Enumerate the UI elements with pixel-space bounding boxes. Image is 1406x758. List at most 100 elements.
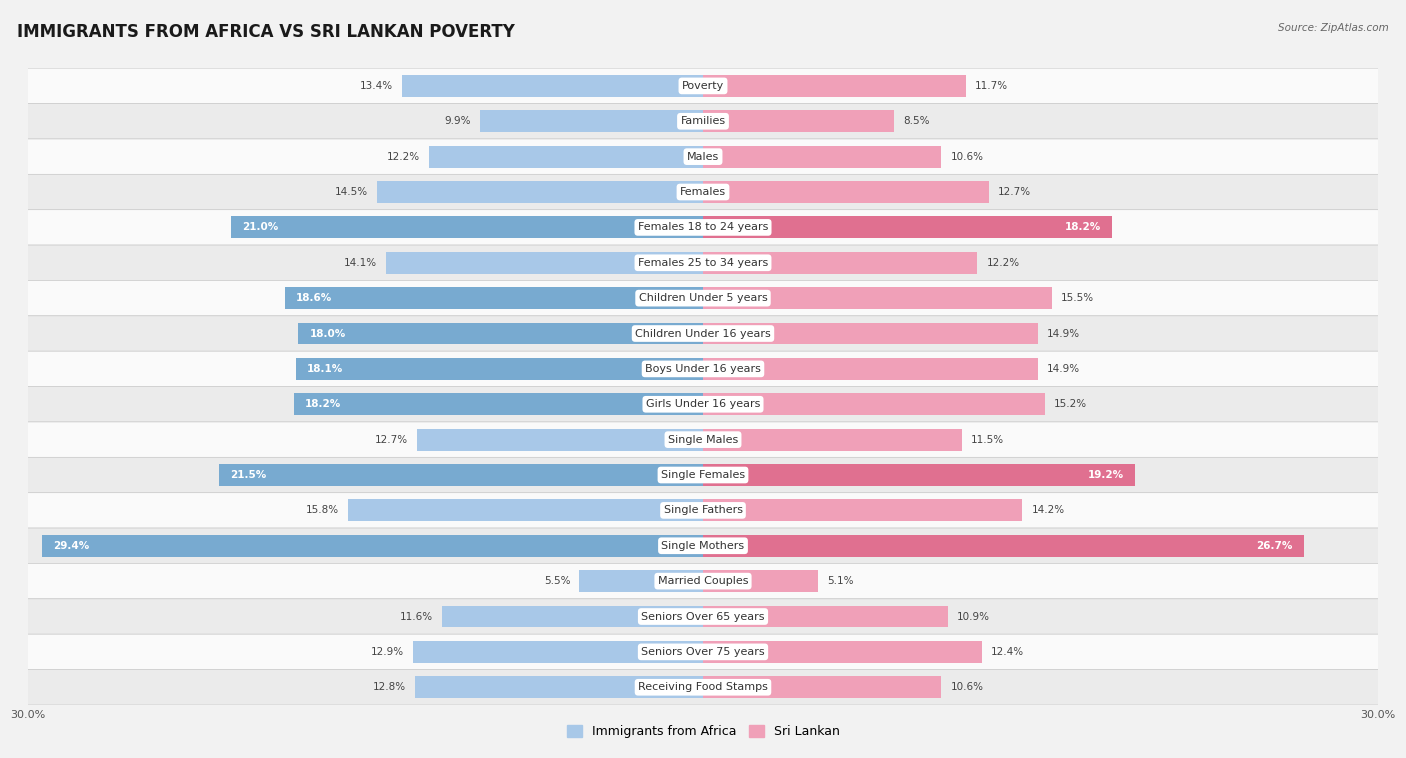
Text: 5.1%: 5.1%: [827, 576, 853, 586]
FancyBboxPatch shape: [27, 634, 1379, 669]
Bar: [703, 358, 1038, 380]
Text: 19.2%: 19.2%: [1088, 470, 1123, 480]
Bar: [703, 323, 1038, 344]
Text: 11.7%: 11.7%: [976, 81, 1008, 91]
Text: Children Under 5 years: Children Under 5 years: [638, 293, 768, 303]
Text: 12.7%: 12.7%: [375, 434, 408, 445]
Text: Females 25 to 34 years: Females 25 to 34 years: [638, 258, 768, 268]
Text: 26.7%: 26.7%: [1256, 540, 1292, 551]
Text: 21.5%: 21.5%: [231, 470, 267, 480]
Text: Single Females: Single Females: [661, 470, 745, 480]
Text: 18.0%: 18.0%: [309, 328, 346, 339]
Text: 14.5%: 14.5%: [335, 187, 368, 197]
Text: 10.6%: 10.6%: [950, 682, 983, 692]
Bar: [703, 429, 962, 450]
FancyBboxPatch shape: [27, 457, 1379, 493]
Bar: [703, 676, 942, 698]
FancyBboxPatch shape: [27, 139, 1379, 174]
Text: Seniors Over 75 years: Seniors Over 75 years: [641, 647, 765, 657]
Bar: [413, 641, 703, 662]
Bar: [703, 500, 1022, 522]
Text: 15.8%: 15.8%: [305, 506, 339, 515]
Text: 14.9%: 14.9%: [1047, 364, 1080, 374]
Bar: [703, 181, 988, 203]
Text: Single Males: Single Males: [668, 434, 738, 445]
FancyBboxPatch shape: [27, 351, 1379, 387]
Text: Boys Under 16 years: Boys Under 16 years: [645, 364, 761, 374]
Bar: [481, 111, 703, 132]
Bar: [703, 606, 948, 628]
Text: 13.4%: 13.4%: [360, 81, 392, 91]
FancyBboxPatch shape: [27, 563, 1379, 599]
Text: Families: Families: [681, 116, 725, 127]
FancyBboxPatch shape: [27, 104, 1379, 139]
Text: 15.2%: 15.2%: [1054, 399, 1087, 409]
FancyBboxPatch shape: [27, 174, 1379, 210]
Text: 18.2%: 18.2%: [305, 399, 342, 409]
Bar: [385, 252, 703, 274]
Text: Married Couples: Married Couples: [658, 576, 748, 586]
Bar: [703, 287, 1052, 309]
Text: 12.2%: 12.2%: [387, 152, 419, 161]
FancyBboxPatch shape: [27, 316, 1379, 351]
Text: 10.9%: 10.9%: [957, 612, 990, 622]
Text: 11.6%: 11.6%: [399, 612, 433, 622]
Text: 12.8%: 12.8%: [373, 682, 406, 692]
Text: 29.4%: 29.4%: [53, 540, 89, 551]
Bar: [219, 464, 703, 486]
Bar: [703, 75, 966, 97]
Bar: [402, 75, 703, 97]
Text: Seniors Over 65 years: Seniors Over 65 years: [641, 612, 765, 622]
Text: 12.9%: 12.9%: [371, 647, 404, 657]
Text: Females 18 to 24 years: Females 18 to 24 years: [638, 222, 768, 233]
Bar: [284, 287, 703, 309]
Bar: [347, 500, 703, 522]
Bar: [231, 217, 703, 238]
FancyBboxPatch shape: [27, 528, 1379, 563]
Text: 21.0%: 21.0%: [242, 222, 278, 233]
FancyBboxPatch shape: [27, 280, 1379, 316]
Text: 12.4%: 12.4%: [991, 647, 1024, 657]
Text: 10.6%: 10.6%: [950, 152, 983, 161]
FancyBboxPatch shape: [27, 68, 1379, 104]
Bar: [415, 676, 703, 698]
Bar: [703, 111, 894, 132]
Text: 5.5%: 5.5%: [544, 576, 571, 586]
Text: IMMIGRANTS FROM AFRICA VS SRI LANKAN POVERTY: IMMIGRANTS FROM AFRICA VS SRI LANKAN POV…: [17, 23, 515, 41]
Text: 14.1%: 14.1%: [343, 258, 377, 268]
Text: Receiving Food Stamps: Receiving Food Stamps: [638, 682, 768, 692]
Text: 18.2%: 18.2%: [1064, 222, 1101, 233]
Text: 11.5%: 11.5%: [970, 434, 1004, 445]
Bar: [295, 358, 703, 380]
Text: 18.6%: 18.6%: [295, 293, 332, 303]
Bar: [441, 606, 703, 628]
Bar: [377, 181, 703, 203]
Text: 12.2%: 12.2%: [987, 258, 1019, 268]
Text: Males: Males: [688, 152, 718, 161]
Bar: [703, 252, 977, 274]
Text: 9.9%: 9.9%: [444, 116, 471, 127]
FancyBboxPatch shape: [27, 210, 1379, 245]
Bar: [579, 570, 703, 592]
Bar: [703, 535, 1303, 556]
Bar: [703, 570, 818, 592]
FancyBboxPatch shape: [27, 669, 1379, 705]
Text: 18.1%: 18.1%: [307, 364, 343, 374]
Text: Girls Under 16 years: Girls Under 16 years: [645, 399, 761, 409]
Bar: [703, 641, 981, 662]
Text: Single Mothers: Single Mothers: [661, 540, 745, 551]
Text: Children Under 16 years: Children Under 16 years: [636, 328, 770, 339]
Bar: [298, 323, 703, 344]
Text: 14.2%: 14.2%: [1032, 506, 1064, 515]
Bar: [703, 217, 1112, 238]
FancyBboxPatch shape: [27, 387, 1379, 422]
FancyBboxPatch shape: [27, 599, 1379, 634]
Bar: [418, 429, 703, 450]
Text: 14.9%: 14.9%: [1047, 328, 1080, 339]
Legend: Immigrants from Africa, Sri Lankan: Immigrants from Africa, Sri Lankan: [561, 720, 845, 744]
Text: Females: Females: [681, 187, 725, 197]
Bar: [429, 146, 703, 168]
Bar: [703, 464, 1135, 486]
Bar: [703, 146, 942, 168]
Text: Source: ZipAtlas.com: Source: ZipAtlas.com: [1278, 23, 1389, 33]
